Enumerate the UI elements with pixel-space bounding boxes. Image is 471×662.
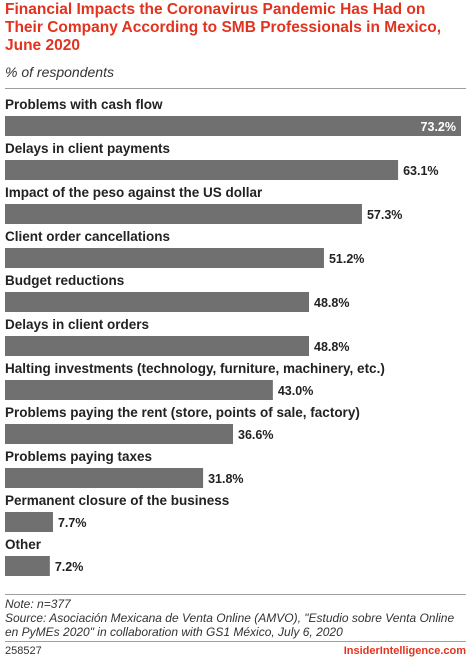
value-label: 43.0%	[278, 384, 313, 398]
value-label: 48.8%	[314, 340, 349, 354]
bar	[5, 468, 204, 488]
bar	[5, 292, 309, 312]
value-label: 48.8%	[314, 296, 349, 310]
bar	[5, 380, 273, 400]
brand-logo-text: InsiderIntelligence.com	[343, 645, 466, 657]
bar	[5, 556, 50, 576]
value-label: 63.1%	[403, 164, 438, 178]
category-label: Problems paying the rent (store, points …	[5, 405, 360, 420]
category-label: Delays in client payments	[5, 141, 170, 156]
bar	[5, 248, 324, 268]
category-label: Halting investments (technology, furnitu…	[5, 361, 385, 376]
chart-subtitle: % of respondents	[5, 64, 114, 80]
bar	[5, 336, 309, 356]
value-label: 51.2%	[329, 252, 364, 266]
bar	[5, 204, 362, 224]
category-label: Problems with cash flow	[5, 97, 163, 112]
note-text: Note: n=377	[5, 597, 71, 611]
value-label: 57.3%	[367, 208, 402, 222]
chart-footnote: Note: n=377 Source: Asociación Mexicana …	[5, 597, 467, 639]
category-label: Problems paying taxes	[5, 449, 152, 464]
bar	[5, 424, 233, 444]
category-label: Other	[5, 537, 42, 552]
value-label: 31.8%	[208, 472, 243, 486]
value-label: 73.2%	[421, 120, 456, 134]
bar	[5, 116, 461, 136]
chart-title: Financial Impacts the Coronavirus Pandem…	[5, 1, 442, 54]
value-label: 7.7%	[58, 516, 86, 530]
value-label: 36.6%	[238, 428, 273, 442]
bar	[5, 512, 53, 532]
value-label: 7.2%	[55, 560, 84, 574]
category-label: Impact of the peso against the US dollar	[5, 185, 263, 200]
category-label: Delays in client orders	[5, 317, 149, 332]
source-text: Source: Asociación Mexicana de Venta Onl…	[5, 611, 455, 639]
category-label: Budget reductions	[5, 273, 124, 288]
chart-id: 258527	[5, 645, 42, 657]
category-label: Client order cancellations	[5, 229, 170, 244]
header-divider	[5, 88, 466, 89]
category-label: Permanent closure of the business	[5, 493, 229, 508]
bottom-divider	[5, 641, 466, 642]
footer-divider	[5, 594, 466, 595]
bar	[5, 160, 399, 180]
